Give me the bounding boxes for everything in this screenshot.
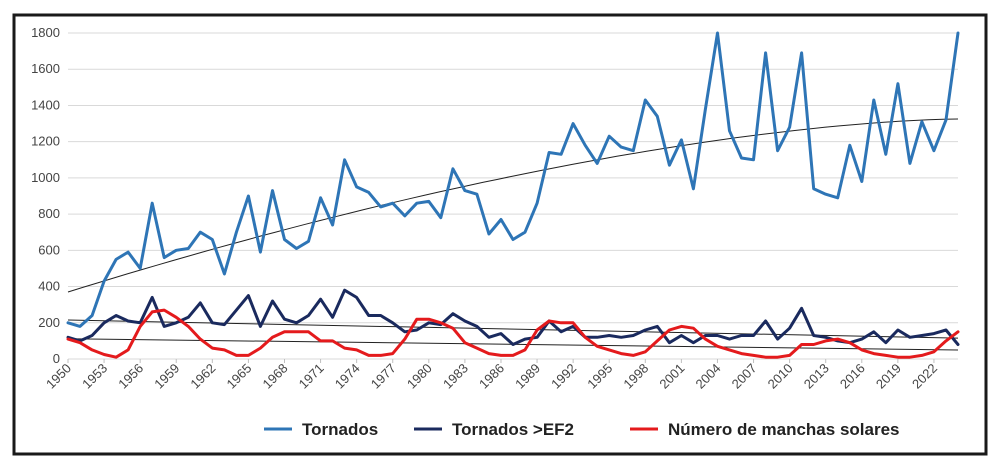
y-tick-label: 1600 [31,61,60,76]
y-axis: 0 200 400 600 800 1000 1200 1400 1600 1800 [31,25,60,366]
series-line-tornados-ef2 [66,288,960,346]
y-tick-label: 1400 [31,97,60,112]
y-tick-label: 1000 [31,170,60,185]
y-tick-label: 600 [38,242,60,257]
y-tick-label: 400 [38,279,60,294]
y-tick-label: 1800 [31,25,60,40]
legend-label-tornados-ef2: Tornados >EF2 [452,420,574,439]
y-tick-label: 1200 [31,134,60,149]
series-lines [66,31,960,359]
chart-border [12,13,988,456]
series-line-numero-de-manchas-solares [66,308,960,359]
y-tick-label: 800 [38,206,60,221]
legend-label-numero-de-manchas-solares: Número de manchas solares [668,420,899,439]
legend: Tornados Tornados >EF2 Número de manchas s… [264,420,899,439]
series-line-tornados [66,31,960,328]
y-tick-label: 200 [38,315,60,330]
y-tick-label: 0 [53,351,60,366]
legend-label-tornados: Tornados [302,420,378,439]
